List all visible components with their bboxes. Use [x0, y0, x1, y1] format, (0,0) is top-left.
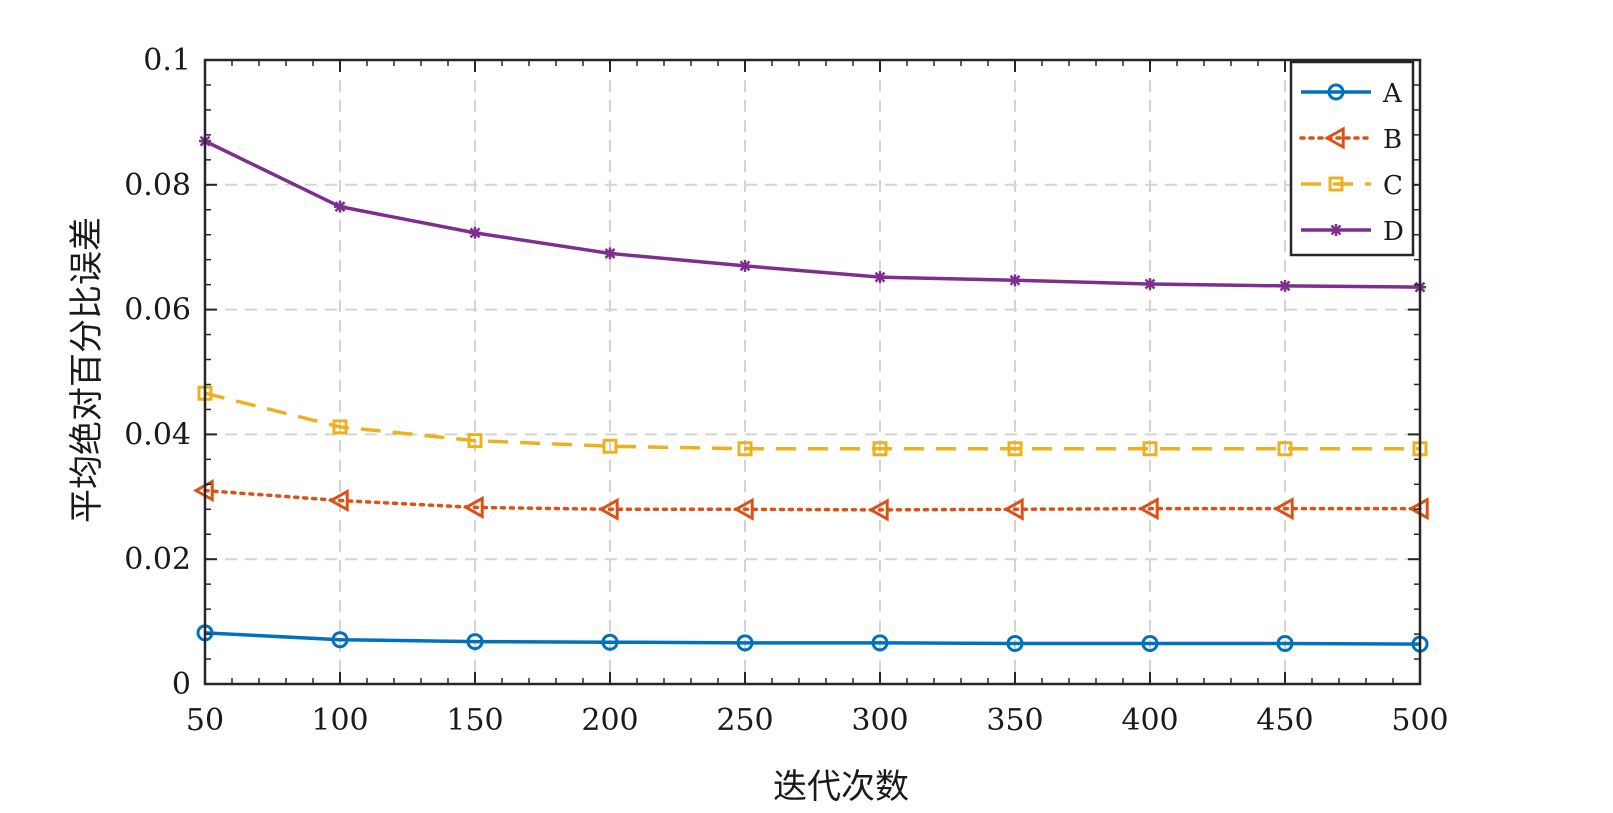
axes: 50 100 150 200 250 300 350 400 450 500 0 0.02 0.04 0.…	[124, 43, 1448, 738]
data-point-D	[1144, 278, 1156, 291]
data-point-C	[1142, 441, 1158, 457]
data-point-D	[334, 200, 346, 213]
x-tick-label: 400	[1121, 703, 1178, 738]
legend-label-B: B	[1383, 125, 1402, 155]
data-point-C	[467, 433, 483, 449]
x-tick-label: 300	[851, 703, 908, 738]
legend-entry-A: A	[1301, 79, 1403, 109]
legend-label-A: A	[1382, 79, 1403, 109]
y-tick-label: 0.06	[124, 293, 191, 328]
data-point-C	[1277, 441, 1293, 457]
data-point-D	[469, 226, 481, 239]
legend-box	[1289, 60, 1415, 257]
data-point-B	[867, 498, 889, 522]
data-point-D	[1279, 279, 1291, 292]
x-tick-label: 50	[186, 703, 224, 738]
plot-frame	[203, 58, 1422, 686]
y-tick-label: 0.1	[143, 43, 191, 78]
legend-marker-C	[1328, 176, 1344, 192]
data-point-B	[327, 488, 349, 513]
data-point-C	[332, 419, 348, 435]
data-point-D	[874, 271, 886, 284]
data-point-B	[732, 497, 754, 521]
series-A	[196, 624, 1429, 653]
data-point-B	[1272, 497, 1294, 521]
x-tick-label: 100	[311, 703, 368, 738]
y-tick-label: 0.08	[124, 168, 191, 203]
x-tick-label: 500	[1391, 703, 1448, 738]
data-point-B	[462, 495, 484, 519]
y-axis-title: 平均绝对百分比误差	[67, 217, 107, 523]
y-tick-label: 0	[172, 667, 191, 702]
series-line-C	[204, 391, 1420, 451]
data-point-D	[604, 247, 616, 260]
grid-lines	[204, 59, 1421, 685]
data-point-A	[1006, 634, 1024, 652]
data-point-A	[466, 633, 484, 651]
data-point-D	[739, 259, 751, 272]
x-axis-title: 迭代次数	[773, 767, 909, 807]
data-point-C	[872, 441, 888, 457]
x-tick-label: 150	[446, 703, 503, 738]
data-point-A	[1276, 634, 1294, 652]
series-B	[192, 479, 1429, 522]
data-point-D	[1009, 274, 1021, 287]
data-point-A	[331, 631, 349, 649]
series-line-D	[204, 139, 1421, 289]
x-tick-label: 250	[716, 703, 773, 738]
y-tick-label: 0.02	[124, 542, 191, 577]
data-point-B	[597, 497, 619, 521]
legend-marker-B	[1323, 126, 1345, 150]
x-tick-label: 450	[1256, 703, 1313, 738]
data-point-A	[601, 633, 619, 651]
series-C	[197, 385, 1428, 457]
series-group	[192, 135, 1429, 653]
data-point-C	[737, 441, 753, 457]
data-point-B	[1137, 497, 1159, 521]
series-line-A	[204, 631, 1421, 646]
data-point-A	[871, 634, 889, 652]
data-point-A	[736, 634, 754, 652]
data-point-C	[1007, 441, 1023, 457]
series-D	[199, 135, 1426, 294]
data-point-B	[1002, 497, 1024, 521]
legend-entry-D: D	[1301, 217, 1404, 247]
data-point-A	[1141, 634, 1159, 652]
series-line-B	[203, 488, 1422, 512]
data-point-C	[602, 438, 618, 454]
legend-entry-B: B	[1299, 125, 1402, 155]
x-tick-label: 350	[986, 703, 1043, 738]
legend-entry-C: C	[1301, 171, 1403, 201]
x-tick-label: 200	[581, 703, 638, 738]
legend-marker-A	[1327, 83, 1345, 101]
legend-label-C: C	[1383, 171, 1403, 201]
y-tick-label: 0.04	[124, 417, 191, 452]
legend-marker-D	[1330, 224, 1342, 236]
legend-label-D: D	[1383, 217, 1404, 247]
